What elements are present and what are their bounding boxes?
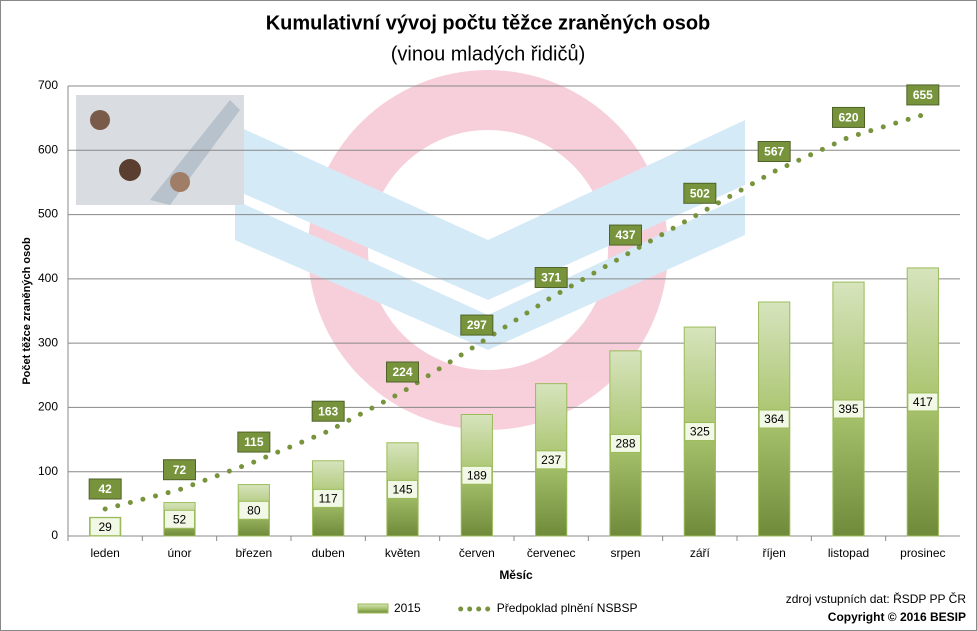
value-label-box: [311, 400, 345, 422]
value-label: 117: [319, 492, 338, 506]
x-tick-label: březen: [235, 546, 272, 560]
value-label: 325: [690, 425, 710, 439]
value-label: 395: [838, 402, 858, 416]
x-tick-label: červen: [459, 546, 495, 560]
value-label-box: [312, 488, 344, 508]
value-label: 567: [764, 145, 784, 159]
y-tick-label: 300: [38, 335, 58, 349]
value-label-box: [758, 409, 790, 429]
value-label-box: [461, 465, 493, 485]
value-label-box: [535, 450, 567, 470]
y-tick-label: 600: [38, 142, 58, 156]
value-label: 371: [541, 271, 561, 285]
value-label: 655: [913, 88, 933, 102]
x-axis-label: Měsíc: [499, 568, 533, 582]
value-label: 115: [244, 435, 264, 449]
value-label: 297: [467, 318, 487, 332]
x-tick-label: listopad: [828, 546, 869, 560]
value-label: 145: [392, 483, 412, 497]
y-tick-label: 700: [38, 78, 58, 92]
y-tick-label: 100: [38, 464, 58, 478]
value-label-box: [684, 422, 716, 442]
value-label-box: [164, 509, 195, 529]
value-label: 502: [690, 186, 710, 200]
value-label-box: [832, 106, 865, 128]
value-label: 80: [247, 503, 261, 517]
chart-title: Kumulativní vývoj počtu těžce zraněných …: [266, 12, 711, 34]
value-label: 29: [98, 520, 112, 534]
source-note: zdroj vstupních dat: ŘSDP PP ČR: [786, 591, 967, 606]
value-label: 237: [541, 453, 561, 467]
x-tick-label: duben: [311, 546, 344, 560]
value-label: 417: [913, 395, 933, 409]
x-tick-label: červenec: [527, 546, 576, 560]
copyright: Copyright © 2016 BESIP: [828, 610, 966, 624]
y-tick-label: 500: [38, 207, 58, 221]
x-tick-label: leden: [90, 546, 119, 560]
y-tick-label: 0: [51, 528, 58, 542]
value-label-box: [88, 478, 122, 500]
value-label: 437: [615, 228, 635, 242]
value-label: 42: [98, 482, 112, 496]
value-label-box: [238, 500, 270, 520]
value-label: 620: [838, 111, 858, 125]
value-label-box: [906, 84, 940, 106]
value-label: 364: [764, 412, 784, 426]
legend-swatch: [357, 603, 389, 614]
x-tick-label: květen: [385, 546, 420, 560]
value-label-box: [237, 431, 271, 453]
value-label: 52: [173, 512, 187, 526]
y-axis-label: Počet těžce zraněných osob: [21, 237, 33, 385]
y-tick-label: 200: [38, 400, 58, 414]
value-label-box: [534, 267, 568, 288]
value-label: 163: [318, 404, 338, 418]
value-label-box: [757, 141, 791, 162]
x-tick-label: únor: [167, 546, 191, 560]
x-tick-label: prosinec: [900, 546, 945, 560]
y-tick-label: 400: [38, 271, 58, 285]
value-label: 72: [173, 463, 187, 477]
x-tick-label: srpen: [610, 546, 640, 560]
value-label-box: [387, 479, 418, 499]
value-label-box: [907, 392, 939, 412]
value-label-box: [833, 399, 864, 419]
value-label-box: [609, 224, 642, 246]
value-label-box: [683, 182, 717, 204]
value-label-box: [460, 314, 494, 336]
value-label-box: [610, 433, 641, 453]
value-label: 288: [615, 437, 635, 451]
value-label-box: [386, 361, 419, 383]
legend-label: Předpoklad plnění NSBSP: [497, 601, 638, 615]
chart-subtitle: (vinou mladých řidičů): [391, 43, 586, 65]
value-label: 224: [392, 365, 412, 379]
value-label: 189: [467, 468, 487, 482]
value-label-box: [163, 459, 196, 481]
line-series: [102, 112, 926, 512]
legend-label: 2015: [394, 601, 421, 615]
x-tick-label: září: [690, 546, 711, 560]
x-tick-label: říjen: [762, 546, 785, 560]
value-label-box: [89, 517, 121, 537]
